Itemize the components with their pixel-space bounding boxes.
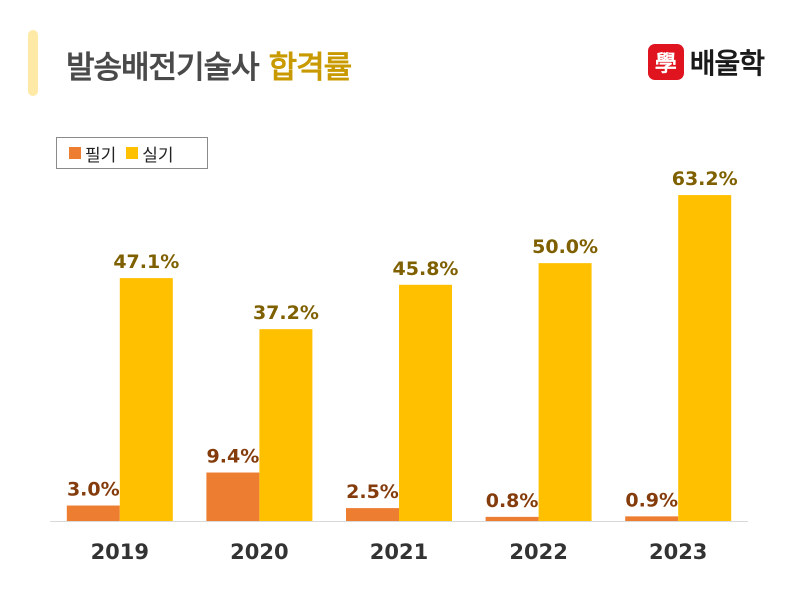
page-title: 발송배전기술사 합격률: [66, 42, 353, 87]
bar-practical-2023: [678, 195, 732, 521]
logo-text: 배울학: [689, 47, 765, 80]
logo-seal-icon: 學: [647, 44, 684, 80]
data-label-practical-2022: 50.0%: [532, 236, 598, 258]
bar-practical-2019: [119, 278, 173, 521]
legend-swatch-written: [69, 147, 81, 159]
legend-swatch-practical: [126, 147, 139, 159]
data-label-practical-2020: 37.2%: [253, 302, 319, 324]
legend-item-practical: 실기: [126, 141, 174, 166]
title-accent-bar: [28, 30, 38, 96]
bar-written-2022: [485, 516, 539, 521]
bar-practical-2020: [259, 329, 313, 521]
data-label-practical-2021: 45.8%: [393, 258, 459, 280]
x-tick-label-2019: 2019: [91, 540, 149, 564]
bar-written-2020: [206, 472, 260, 521]
bar-written-2023: [625, 516, 679, 521]
chart-legend: 필기 실기: [56, 137, 208, 169]
legend-item-written: 필기: [69, 141, 116, 166]
bar-written-2019: [66, 505, 120, 521]
title-highlight: 합격률: [268, 50, 353, 86]
data-label-practical-2019: 47.1%: [113, 251, 179, 273]
data-label-written-2023: 0.9%: [625, 489, 678, 511]
x-tick-label-2023: 2023: [649, 540, 707, 564]
x-tick-label-2022: 2022: [509, 540, 567, 564]
data-label-written-2022: 0.8%: [486, 490, 539, 512]
x-tick-label-2021: 2021: [370, 540, 428, 564]
x-tick-label-2020: 2020: [230, 540, 288, 564]
data-label-written-2019: 3.0%: [67, 479, 120, 501]
brand-logo: 學 배울학: [647, 42, 765, 82]
bar-practical-2021: [399, 284, 452, 521]
data-label-written-2020: 9.4%: [207, 446, 260, 468]
title-main: 발송배전기술사: [66, 50, 260, 86]
data-label-practical-2023: 63.2%: [672, 168, 738, 190]
legend-label-practical: 실기: [142, 145, 174, 166]
bar-practical-2022: [538, 263, 592, 521]
bar-written-2021: [346, 508, 399, 521]
legend-label-written: 필기: [85, 145, 117, 166]
data-label-written-2021: 2.5%: [346, 481, 399, 503]
